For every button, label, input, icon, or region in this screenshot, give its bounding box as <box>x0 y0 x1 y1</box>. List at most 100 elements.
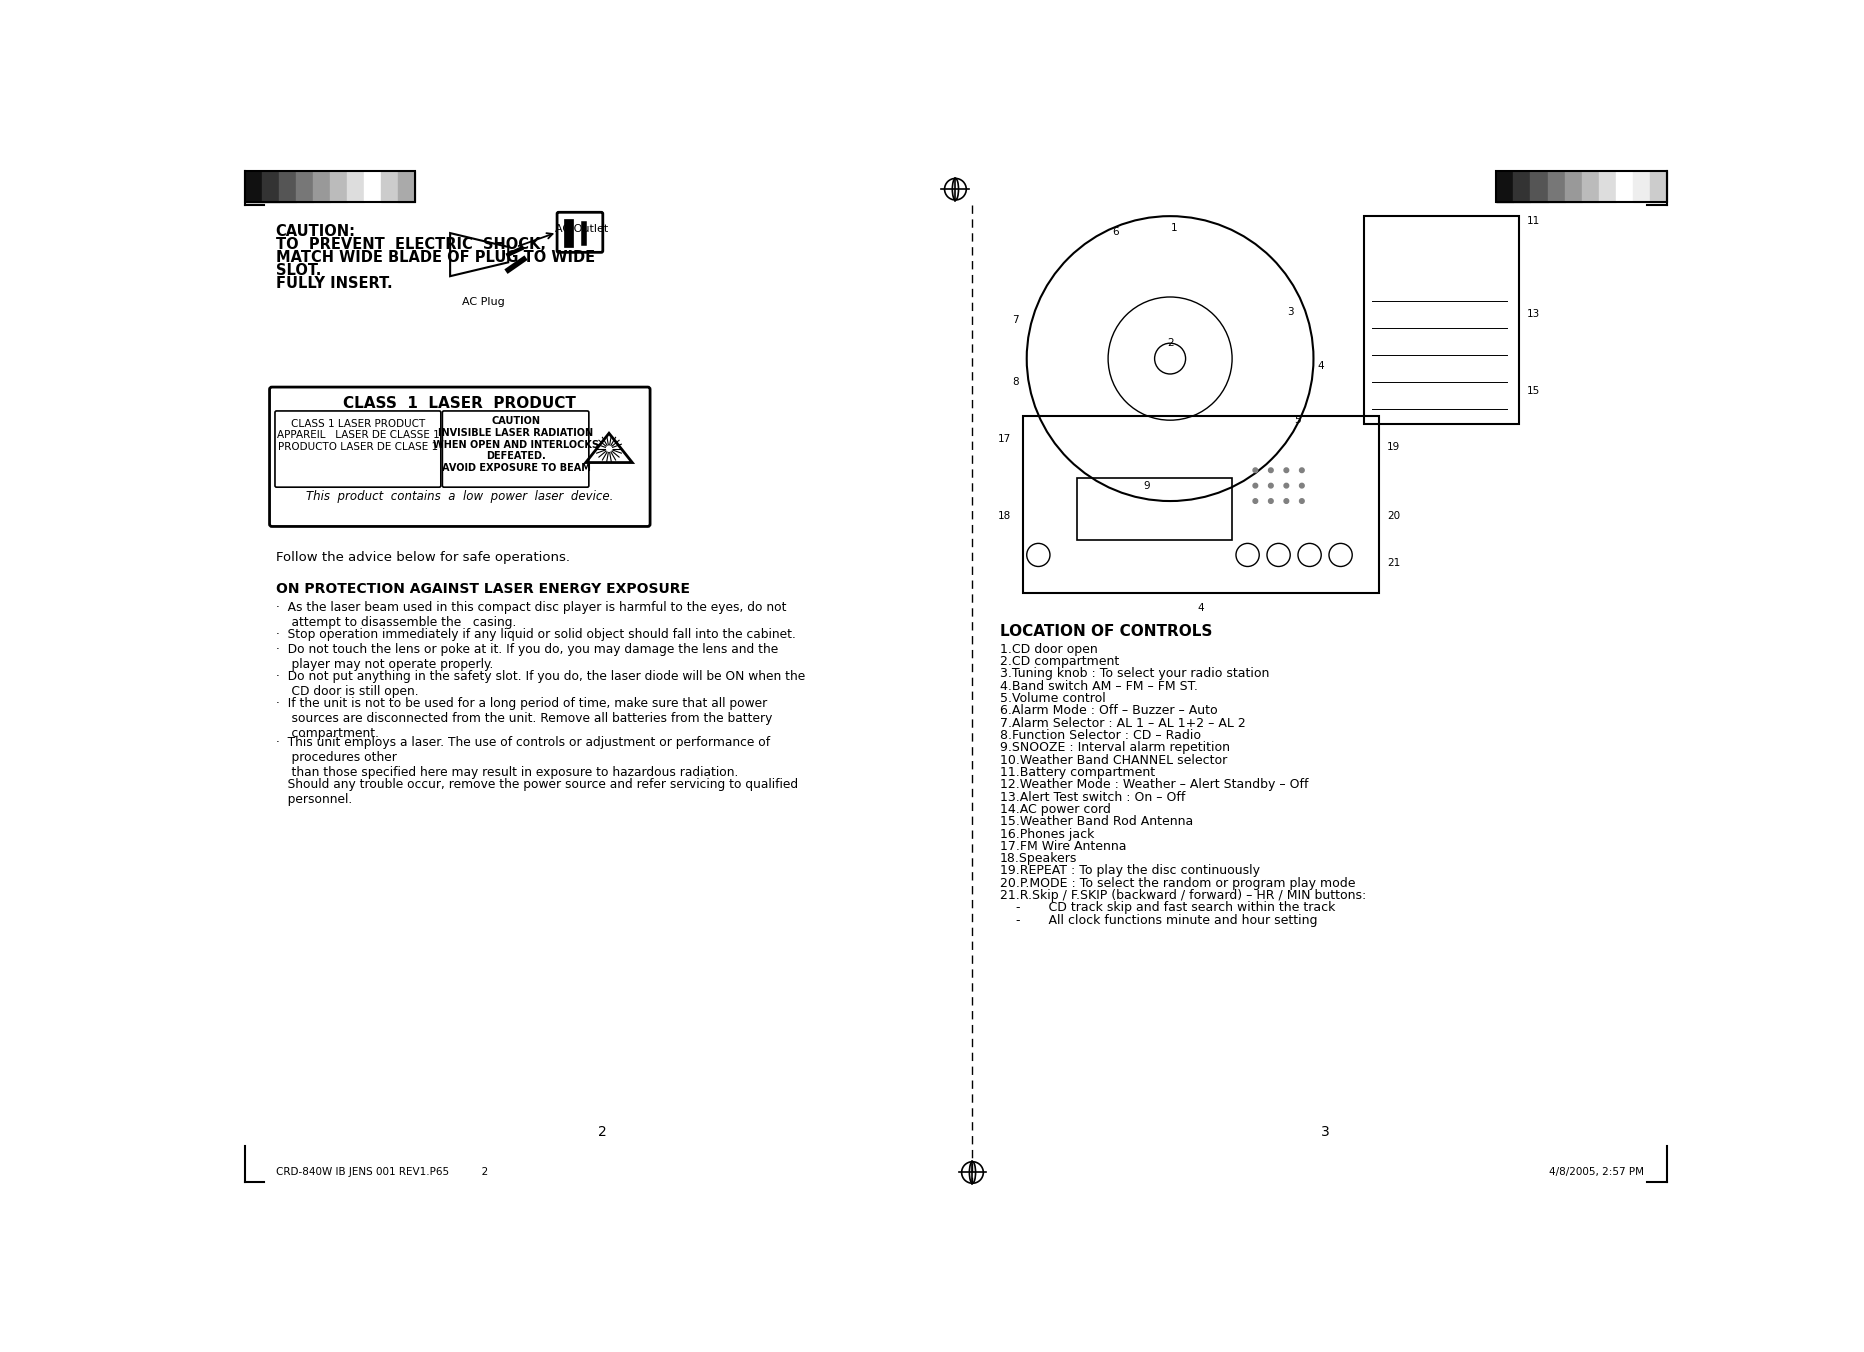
Text: ON PROTECTION AGAINST LASER ENERGY EXPOSURE: ON PROTECTION AGAINST LASER ENERGY EXPOS… <box>276 581 690 596</box>
Text: ·  If the unit is not to be used for a long period of time, make sure that all p: · If the unit is not to be used for a lo… <box>276 698 772 741</box>
Text: Should any trouble occur, remove the power source and refer servicing to qualifi: Should any trouble occur, remove the pow… <box>276 779 798 806</box>
Bar <box>1650 172 1666 203</box>
Text: 3: 3 <box>1286 307 1294 318</box>
Circle shape <box>1268 483 1273 488</box>
Circle shape <box>1282 483 1288 488</box>
Circle shape <box>1282 468 1288 473</box>
Text: -       CD track skip and fast search within the track: - CD track skip and fast search within t… <box>999 902 1335 914</box>
Bar <box>1597 172 1614 203</box>
Text: 2: 2 <box>1167 338 1172 349</box>
Text: 19.REPEAT : To play the disc continuously: 19.REPEAT : To play the disc continuousl… <box>999 864 1258 877</box>
Bar <box>1564 172 1581 203</box>
Bar <box>399 172 416 203</box>
Text: 2.CD compartment: 2.CD compartment <box>999 654 1118 668</box>
Text: CLASS  1  LASER  PRODUCT: CLASS 1 LASER PRODUCT <box>343 396 576 411</box>
Text: 11.Battery compartment: 11.Battery compartment <box>999 767 1154 779</box>
Text: CAUTION
INVISIBLE LASER RADIATION
WHEN OPEN AND INTERLOCKS
DEFEATED.
AVOID EXPOS: CAUTION INVISIBLE LASER RADIATION WHEN O… <box>432 416 598 473</box>
Polygon shape <box>449 233 509 276</box>
Text: 16.Phones jack: 16.Phones jack <box>999 827 1094 841</box>
Text: AC Outlet: AC Outlet <box>554 224 608 234</box>
Bar <box>1547 172 1564 203</box>
Text: 11: 11 <box>1527 216 1540 226</box>
Bar <box>347 172 363 203</box>
Text: 15: 15 <box>1527 385 1540 396</box>
Text: 1: 1 <box>1171 223 1176 233</box>
Text: Follow the advice below for safe operations.: Follow the advice below for safe operati… <box>276 552 569 564</box>
Text: 13: 13 <box>1527 308 1540 319</box>
Text: 8: 8 <box>1012 377 1018 387</box>
Circle shape <box>1299 499 1303 503</box>
Bar <box>244 172 416 203</box>
Text: AC Plug: AC Plug <box>462 297 505 307</box>
Bar <box>296 172 313 203</box>
Text: 10.Weather Band CHANNEL selector: 10.Weather Band CHANNEL selector <box>999 753 1227 767</box>
Text: 21.R.Skip / F.SKIP (backward / forward) – HR / MIN buttons:: 21.R.Skip / F.SKIP (backward / forward) … <box>999 890 1364 902</box>
Text: 9.SNOOZE : Interval alarm repetition: 9.SNOOZE : Interval alarm repetition <box>999 741 1228 754</box>
Bar <box>244 172 261 203</box>
Bar <box>1495 172 1666 203</box>
Text: CLASS 1 LASER PRODUCT
APPAREIL   LASER DE CLASSE 1
PRODUCTO LASER DE CLASE 1: CLASS 1 LASER PRODUCT APPAREIL LASER DE … <box>276 419 440 452</box>
Text: 4/8/2005, 2:57 PM: 4/8/2005, 2:57 PM <box>1547 1167 1642 1178</box>
Bar <box>363 172 380 203</box>
Text: FULLY INSERT.: FULLY INSERT. <box>276 276 391 291</box>
Text: CRD-840W IB JENS 001 REV1.P65          2: CRD-840W IB JENS 001 REV1.P65 2 <box>276 1167 488 1178</box>
Text: CAUTION:: CAUTION: <box>276 224 356 239</box>
Text: 21: 21 <box>1387 557 1400 568</box>
Text: LOCATION OF CONTROLS: LOCATION OF CONTROLS <box>999 625 1212 639</box>
Text: ·  This unit employs a laser. The use of controls or adjustment or performance o: · This unit employs a laser. The use of … <box>276 735 770 779</box>
Text: 3: 3 <box>1320 1125 1329 1138</box>
Circle shape <box>1253 468 1256 473</box>
Text: 4.Band switch AM – FM – FM ST.: 4.Band switch AM – FM – FM ST. <box>999 680 1197 692</box>
Text: 18: 18 <box>997 511 1010 522</box>
Bar <box>1530 172 1547 203</box>
Text: 1.CD door open: 1.CD door open <box>999 642 1096 656</box>
Text: 6.Alarm Mode : Off – Buzzer – Auto: 6.Alarm Mode : Off – Buzzer – Auto <box>999 704 1217 718</box>
Text: 5.Volume control: 5.Volume control <box>999 692 1105 704</box>
Bar <box>1363 216 1517 425</box>
Bar <box>1512 172 1530 203</box>
Text: 12.Weather Mode : Weather – Alert Standby – Off: 12.Weather Mode : Weather – Alert Standb… <box>999 779 1307 791</box>
Bar <box>1021 416 1379 594</box>
Text: 8.Function Selector : CD – Radio: 8.Function Selector : CD – Radio <box>999 729 1200 742</box>
Text: -       All clock functions minute and hour setting: - All clock functions minute and hour se… <box>999 914 1316 926</box>
Circle shape <box>1268 468 1273 473</box>
Bar <box>280 172 296 203</box>
Text: 20: 20 <box>1387 511 1400 522</box>
Text: 19: 19 <box>1387 442 1400 452</box>
Text: ·  Do not put anything in the safety slot. If you do, the laser diode will be ON: · Do not put anything in the safety slot… <box>276 671 805 699</box>
Text: 5: 5 <box>1294 415 1301 425</box>
Bar <box>1581 172 1597 203</box>
Bar <box>1614 172 1631 203</box>
Circle shape <box>1268 499 1273 503</box>
Text: 20.P.MODE : To select the random or program play mode: 20.P.MODE : To select the random or prog… <box>999 877 1355 890</box>
Text: TO  PREVENT  ELECTRIC  SHOCK,: TO PREVENT ELECTRIC SHOCK, <box>276 237 546 251</box>
Text: 7: 7 <box>1012 315 1018 324</box>
Bar <box>261 172 280 203</box>
Text: MATCH WIDE BLADE OF PLUG TO WIDE: MATCH WIDE BLADE OF PLUG TO WIDE <box>276 250 595 265</box>
Text: 4: 4 <box>1197 603 1204 612</box>
Text: 17.FM Wire Antenna: 17.FM Wire Antenna <box>999 840 1126 853</box>
Text: 17: 17 <box>997 434 1010 445</box>
Text: 9: 9 <box>1143 481 1150 491</box>
Text: ·  Stop operation immediately if any liquid or solid object should fall into the: · Stop operation immediately if any liqu… <box>276 629 796 641</box>
Circle shape <box>1299 483 1303 488</box>
FancyBboxPatch shape <box>557 212 602 253</box>
Text: 13.Alert Test switch : On – Off: 13.Alert Test switch : On – Off <box>999 791 1184 803</box>
Text: 15.Weather Band Rod Antenna: 15.Weather Band Rod Antenna <box>999 815 1193 829</box>
Circle shape <box>1253 499 1256 503</box>
Text: 2: 2 <box>598 1125 608 1138</box>
Bar <box>1077 479 1232 539</box>
Circle shape <box>1282 499 1288 503</box>
Text: SLOT.: SLOT. <box>276 264 321 279</box>
Bar <box>380 172 399 203</box>
Text: ·  Do not touch the lens or poke at it. If you do, you may damage the lens and t: · Do not touch the lens or poke at it. I… <box>276 644 777 672</box>
Text: 4: 4 <box>1318 361 1323 372</box>
Bar <box>1495 172 1512 203</box>
Circle shape <box>1253 483 1256 488</box>
Text: ·  As the laser beam used in this compact disc player is harmful to the eyes, do: · As the laser beam used in this compact… <box>276 602 787 629</box>
Bar <box>313 172 330 203</box>
Bar <box>330 172 347 203</box>
Text: 3.Tuning knob : To select your radio station: 3.Tuning knob : To select your radio sta… <box>999 668 1268 680</box>
Text: This  product  contains  a  low  power  laser  device.: This product contains a low power laser … <box>306 491 613 503</box>
Text: 7.Alarm Selector : AL 1 – AL 1+2 – AL 2: 7.Alarm Selector : AL 1 – AL 1+2 – AL 2 <box>999 717 1245 730</box>
